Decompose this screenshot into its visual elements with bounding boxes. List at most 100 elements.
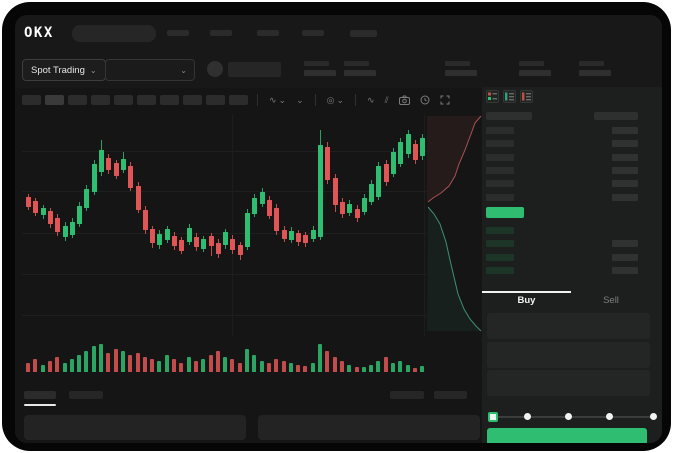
volume-bar — [40, 365, 45, 372]
volume-bar — [33, 359, 38, 372]
tab-sell[interactable]: Sell — [603, 295, 619, 306]
pair-name-placeholder — [228, 62, 281, 77]
orders-panel-placeholder[interactable] — [258, 415, 480, 440]
orderbook-bid-row[interactable] — [482, 253, 662, 261]
history-button[interactable] — [416, 95, 434, 105]
fullscreen-button[interactable] — [436, 95, 454, 105]
total-input[interactable] — [487, 370, 650, 396]
orderbook-ask-row[interactable] — [482, 140, 662, 148]
timeframe-button[interactable] — [206, 95, 225, 105]
timeframe-button[interactable] — [91, 95, 110, 105]
chart-type-button[interactable]: ∿ ⌄ — [265, 94, 290, 106]
volume-bar — [172, 359, 176, 372]
candle — [223, 232, 229, 245]
depth-chart — [427, 115, 482, 332]
orderbook-ask-row[interactable] — [482, 127, 662, 134]
compare-icon: ⫽ — [384, 95, 389, 105]
nav-item[interactable] — [210, 30, 232, 36]
overlay-button[interactable]: ◎ ⌄ — [323, 94, 348, 106]
timeframe-button[interactable] — [68, 95, 87, 105]
timeframe-button[interactable] — [160, 95, 179, 105]
chevron-down-icon: ⌄ — [296, 95, 304, 105]
candle — [164, 229, 170, 240]
slider-dot[interactable] — [524, 413, 531, 420]
candle — [40, 208, 46, 215]
volume-bar — [383, 357, 388, 372]
depth-bid-line — [427, 206, 482, 332]
market-type-dropdown[interactable]: Spot Trading ⌄ — [22, 59, 106, 81]
orderbook-ask-row[interactable] — [482, 153, 662, 161]
orderbook-split-view-icon[interactable] — [486, 90, 499, 103]
timeframe-button[interactable] — [183, 95, 202, 105]
amount-placeholder — [612, 240, 638, 248]
nav-item[interactable] — [350, 30, 377, 37]
buy-submit-button[interactable] — [487, 428, 647, 443]
orders-link[interactable] — [434, 391, 467, 399]
volume-bar — [354, 367, 359, 372]
volume-bar — [120, 351, 125, 372]
timeframe-button[interactable] — [137, 95, 156, 105]
orderbook-bid-row[interactable] — [482, 227, 662, 234]
compare-button[interactable]: ⫽ — [381, 94, 393, 106]
tab-buy[interactable]: Buy — [517, 295, 536, 306]
slider-dot[interactable] — [565, 413, 572, 420]
orders-link[interactable] — [390, 391, 424, 399]
amount-placeholder — [612, 193, 638, 201]
candlestick-chart[interactable] — [22, 114, 427, 337]
market-type-label: Spot Trading — [31, 64, 85, 76]
volume-bar — [128, 355, 133, 372]
orderbook-asks-view-icon[interactable] — [520, 90, 533, 103]
orderbook-ask-row[interactable] — [482, 180, 662, 188]
depth-ask-line — [427, 115, 482, 203]
candlestick-icon: ∿ — [269, 95, 277, 105]
candle — [186, 228, 192, 242]
indicators-button[interactable]: ∿ — [363, 94, 379, 106]
amount-placeholder — [612, 127, 638, 134]
candle — [150, 229, 156, 243]
pair-dropdown[interactable]: ⌄ — [105, 59, 195, 81]
volume-bar — [193, 361, 198, 372]
slider-dot[interactable] — [650, 413, 657, 420]
timeframe-button[interactable] — [114, 95, 133, 105]
orders-tab-active[interactable] — [24, 391, 56, 399]
slider-dot[interactable] — [606, 413, 613, 420]
last-price-badge[interactable] — [486, 207, 524, 218]
volume-bar — [142, 357, 147, 372]
nav-item[interactable] — [302, 30, 324, 36]
candle — [288, 231, 294, 240]
nav-item[interactable] — [167, 30, 189, 36]
nav-item[interactable] — [257, 30, 279, 36]
screenshot-button[interactable] — [395, 95, 414, 105]
amount-placeholder — [612, 180, 638, 188]
ticker-stat — [579, 61, 613, 76]
timeframe-button[interactable] — [22, 95, 41, 105]
volume-bar — [274, 359, 279, 372]
price-placeholder — [486, 180, 514, 188]
orders-tab[interactable] — [69, 391, 103, 399]
volume-bar — [266, 363, 271, 372]
volume-bar — [230, 359, 235, 372]
price-input[interactable] — [487, 313, 650, 339]
orderbook-bid-row[interactable] — [482, 240, 662, 248]
ticker-stat — [445, 61, 479, 76]
volume-bar — [150, 359, 155, 372]
volume-bar — [361, 367, 366, 372]
timeframe-button-active[interactable] — [45, 95, 64, 105]
slider-handle[interactable] — [488, 412, 498, 422]
orders-panel-placeholder[interactable] — [24, 415, 246, 440]
amount-input[interactable] — [487, 342, 650, 368]
orderbook-ask-row[interactable] — [482, 166, 662, 174]
search-input[interactable] — [72, 25, 156, 42]
volume-bar — [201, 359, 206, 372]
line-style-button[interactable]: ⌄ — [292, 94, 308, 106]
orderbook-ask-row[interactable] — [482, 193, 662, 201]
volume-bar — [420, 366, 425, 372]
candle — [91, 164, 97, 192]
candle — [391, 152, 396, 174]
timeframe-button[interactable] — [229, 95, 248, 105]
orderbook-bid-row[interactable] — [482, 266, 662, 274]
candle — [266, 200, 272, 216]
orderbook-bids-view-icon[interactable] — [503, 90, 516, 103]
volume-bar — [391, 363, 395, 372]
volume-bar — [325, 351, 330, 372]
